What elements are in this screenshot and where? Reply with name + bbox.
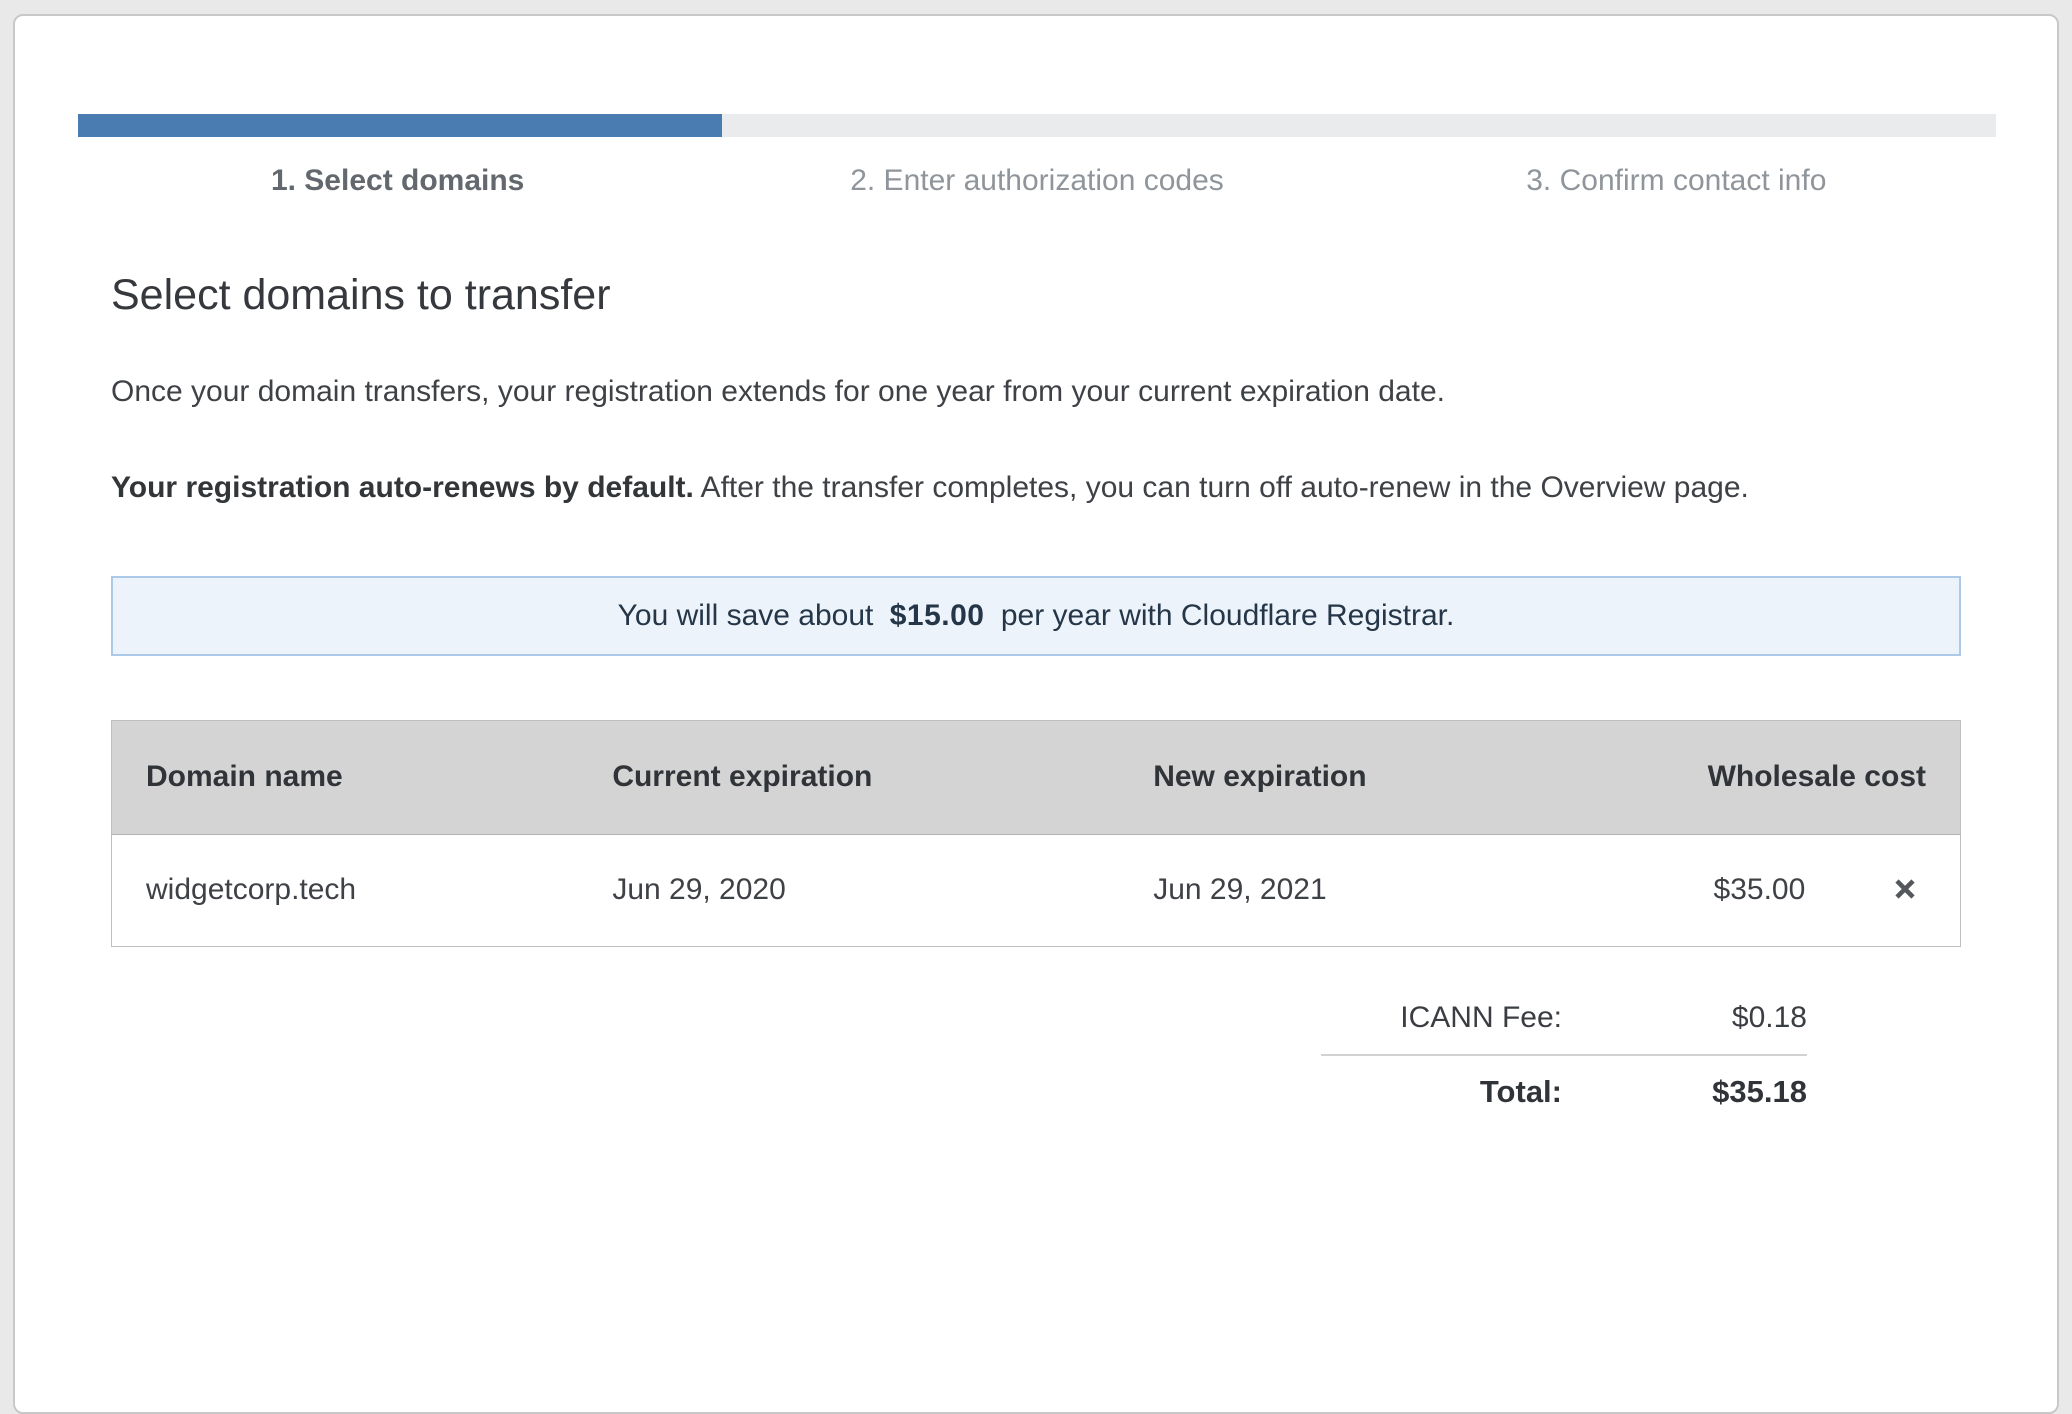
savings-banner: You will save about $15.00 per year with… [111,575,1961,656]
domain-name-cell: widgetcorp.tech [111,834,613,947]
domains-table: Domain name Current expiration New expir… [111,719,1961,947]
icann-fee-row: ICANN Fee: $0.18 [1321,990,1807,1046]
step-confirm-contact-info: 3. Confirm contact info [1526,164,1827,197]
auto-renew-text: Your registration auto-renews by default… [111,470,1961,506]
savings-banner-prefix: You will save about [617,598,882,632]
remove-domain-cell [1849,834,1961,947]
table-header-row: Domain name Current expiration New expir… [111,720,1961,835]
fee-summary: ICANN Fee: $0.18 Total: $35.18 [1321,990,1807,1120]
column-header-current-expiration: Current expiration [612,720,1154,835]
total-row: Total: $35.18 [1321,1064,1807,1120]
wholesale-cost-cell: $35.00 [1679,834,1850,947]
auto-renew-bold-text: Your registration auto-renews by default… [111,470,694,504]
column-header-domain-name: Domain name [111,720,613,835]
x-icon [1893,879,1917,904]
step-enter-authorization-codes: 2. Enter authorization codes [850,164,1224,197]
remove-domain-button[interactable] [1887,871,1923,907]
summary-divider [1321,1053,1807,1056]
wizard-steps: 1. Select domains 2. Enter authorization… [78,164,1996,198]
table-row: widgetcorp.tech Jun 29, 2020 Jun 29, 202… [111,834,1961,947]
savings-banner-suffix: per year with Cloudflare Registrar. [992,598,1455,632]
total-value: $35.18 [1712,1073,1807,1109]
column-header-new-expiration: New expiration [1153,720,1680,835]
icann-fee-label: ICANN Fee: [1400,1000,1562,1034]
step-select-domains: 1. Select domains [270,164,525,197]
total-label: Total: [1479,1073,1562,1109]
wizard-progress: 1. Select domains 2. Enter authorization… [78,114,1996,198]
intro-text: Once your domain transfers, your registr… [111,374,1445,408]
progress-track [78,114,1996,137]
savings-amount: $15.00 [889,598,985,632]
auto-renew-rest-text: After the transfer completes, you can tu… [693,470,1749,504]
icann-fee-value: $0.18 [1731,1000,1807,1034]
column-header-wholesale-cost: Wholesale cost [1679,720,1961,835]
wizard-content: Select domains to transfer Once your dom… [111,270,1961,1120]
current-expiration-cell: Jun 29, 2020 [612,834,1154,947]
new-expiration-cell: Jun 29, 2021 [1153,834,1680,947]
transfer-wizard-card: 1. Select domains 2. Enter authorization… [13,14,2059,1414]
progress-fill [78,114,723,137]
page-title: Select domains to transfer [111,271,611,319]
